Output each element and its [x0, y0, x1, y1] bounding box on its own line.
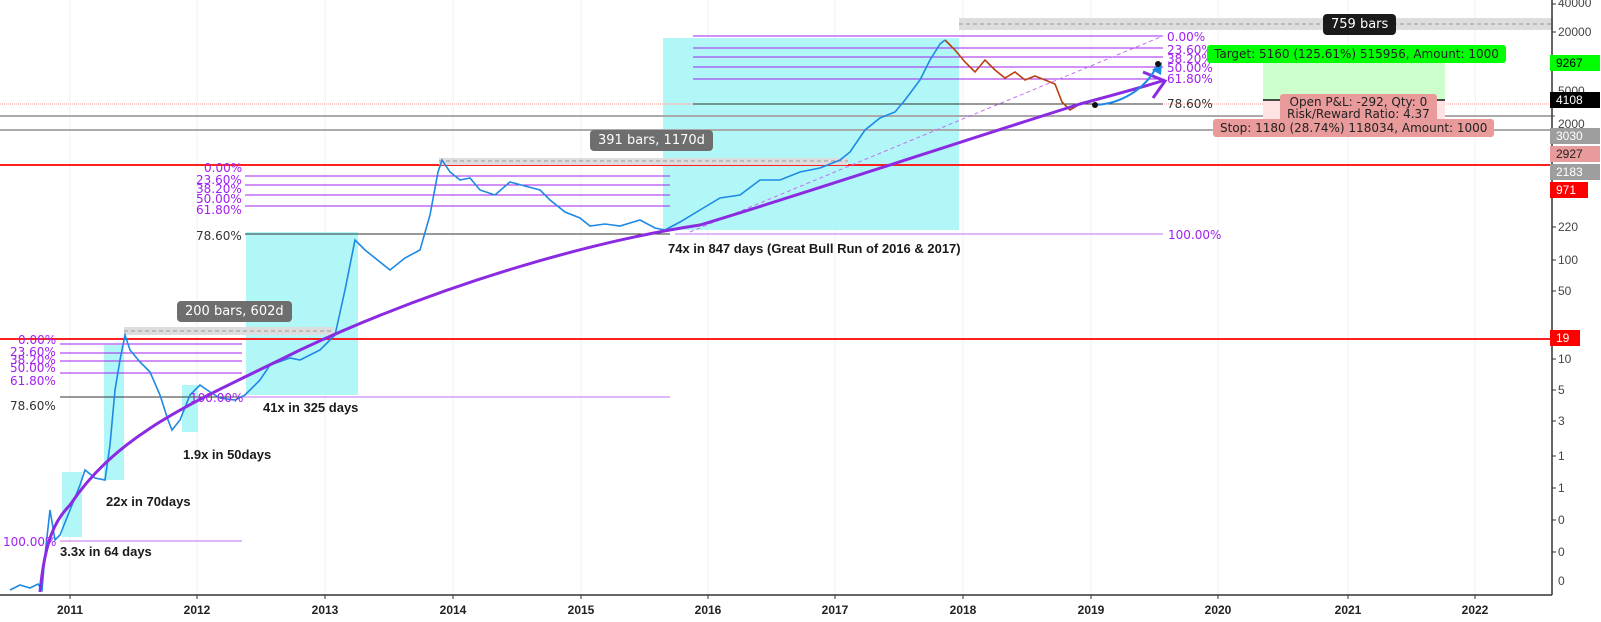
bars-range-label-2017[interactable]: 759 bars [1323, 14, 1397, 35]
fib-label: 50.00% [196, 192, 242, 206]
price-tag-2927[interactable]: 2927 [1550, 146, 1600, 162]
price-tag-4108[interactable]: 4108 [1550, 92, 1600, 108]
price-tag-3030[interactable]: 3030 [1550, 128, 1600, 144]
fib-label: 61.80% [1167, 72, 1213, 86]
fib-label: 38.20% [196, 182, 242, 196]
time-tick: 2019 [1077, 603, 1105, 617]
fib-label: 61.80% [196, 203, 242, 217]
fib-label: 0.00% [18, 333, 57, 347]
price-tick: 0 [1558, 513, 1565, 527]
price-tick: 0 [1558, 545, 1565, 559]
bars-range-label-2013[interactable]: 391 bars, 1170d [590, 130, 713, 151]
time-tick: 2021 [1334, 603, 1362, 617]
fib-label: 78.60% [1167, 97, 1213, 111]
fib-label: 50.00% [10, 361, 56, 375]
price-axis-ticks [1552, 3, 1556, 553]
fib-label: 0.00% [1167, 30, 1206, 44]
bars-range-label-2011[interactable]: 200 bars, 602d [177, 301, 292, 322]
fib-label: 50.00% [1167, 61, 1213, 75]
price-tick: 2000 [1558, 117, 1585, 131]
price-tag-19[interactable]: 19 [1550, 330, 1580, 346]
price-tick: 10 [1558, 352, 1572, 366]
price-line-bear[interactable] [944, 39, 1081, 112]
dashed-trendline[interactable] [689, 35, 1164, 233]
time-tick: 2012 [183, 603, 211, 617]
time-tick: 2016 [694, 603, 722, 617]
target-label[interactable]: Target: 5160 (125.61%) 515956, Amount: 1… [1207, 45, 1506, 63]
fib-label: 38.20% [1167, 52, 1213, 66]
annotation-74x[interactable]: 74x in 847 days (Great Bull Run of 2016 … [668, 241, 961, 256]
annotation-3-3x[interactable]: 3.3x in 64 days [60, 544, 152, 559]
price-tick: 1 [1558, 481, 1565, 495]
price-tick: 40000 [1558, 0, 1592, 10]
fib-lines-2017[interactable] [675, 35, 1163, 235]
fib-label: 78.60% [196, 229, 242, 243]
price-tick: 50 [1558, 284, 1572, 298]
projection-arrow-blue[interactable] [1094, 65, 1158, 106]
time-tick: 2015 [567, 603, 595, 617]
price-tick: 5 [1558, 383, 1565, 397]
price-tick: 0 [1558, 574, 1565, 588]
fib-lines-2011[interactable] [60, 343, 670, 398]
stop-label[interactable]: Stop: 1180 (28.74%) 118034, Amount: 1000 [1213, 119, 1495, 137]
time-tick: 2013 [311, 603, 339, 617]
open-pnl-label[interactable]: Open P&L: -292, Qty: 0 Risk/Reward Ratio… [1280, 94, 1437, 122]
fib-label: 61.80% [10, 374, 56, 388]
fib-label: 23.60% [1167, 43, 1213, 57]
bar-range-markers[interactable] [124, 18, 1553, 335]
price-tag-9267[interactable]: 9267 [1550, 55, 1600, 71]
fib-label: 38.20% [10, 353, 56, 367]
fib-label: 100.00% [3, 535, 57, 549]
annotation-41x[interactable]: 41x in 325 days [263, 400, 359, 415]
projection-arrow-purple[interactable] [1142, 70, 1168, 99]
time-tick: 2022 [1461, 603, 1489, 617]
price-tick: 1 [1558, 449, 1565, 463]
profit-zone[interactable] [1263, 60, 1445, 100]
fib-label: 23.60% [10, 345, 56, 359]
fib-label: 100.00% [1168, 228, 1222, 242]
time-tick: 2014 [439, 603, 467, 617]
fib-label: 78.60% [10, 399, 56, 413]
time-axis-ticks [69, 595, 1476, 599]
time-tick: 2017 [821, 603, 849, 617]
open-pnl-text: Open P&L: -292, Qty: 0 [1289, 95, 1428, 109]
pivot-dot[interactable] [1092, 102, 1098, 108]
price-tag-971[interactable]: 971 [1550, 182, 1588, 198]
price-tag-2183[interactable]: 2183 [1550, 164, 1600, 180]
price-tick: 3 [1558, 414, 1565, 428]
fib-label: 23.60% [196, 173, 242, 187]
time-tick: 2020 [1204, 603, 1232, 617]
parabolic-support-curve[interactable] [38, 78, 1166, 593]
time-tick: 2011 [56, 603, 84, 617]
target-dot[interactable] [1155, 61, 1161, 67]
risk-reward-text: Risk/Reward Ratio: 4.37 [1287, 107, 1430, 121]
time-tick: 2018 [949, 603, 977, 617]
fib-label: 100.00% [190, 391, 244, 405]
annotation-22x[interactable]: 22x in 70days [106, 494, 191, 509]
fib-label: 0.00% [204, 161, 243, 175]
fib-lines-2013[interactable] [245, 175, 670, 235]
price-tick: 100 [1558, 253, 1579, 267]
price-tick: 220 [1558, 220, 1579, 234]
price-tick: 20000 [1558, 25, 1592, 39]
annotation-1-9x[interactable]: 1.9x in 50days [183, 447, 272, 462]
